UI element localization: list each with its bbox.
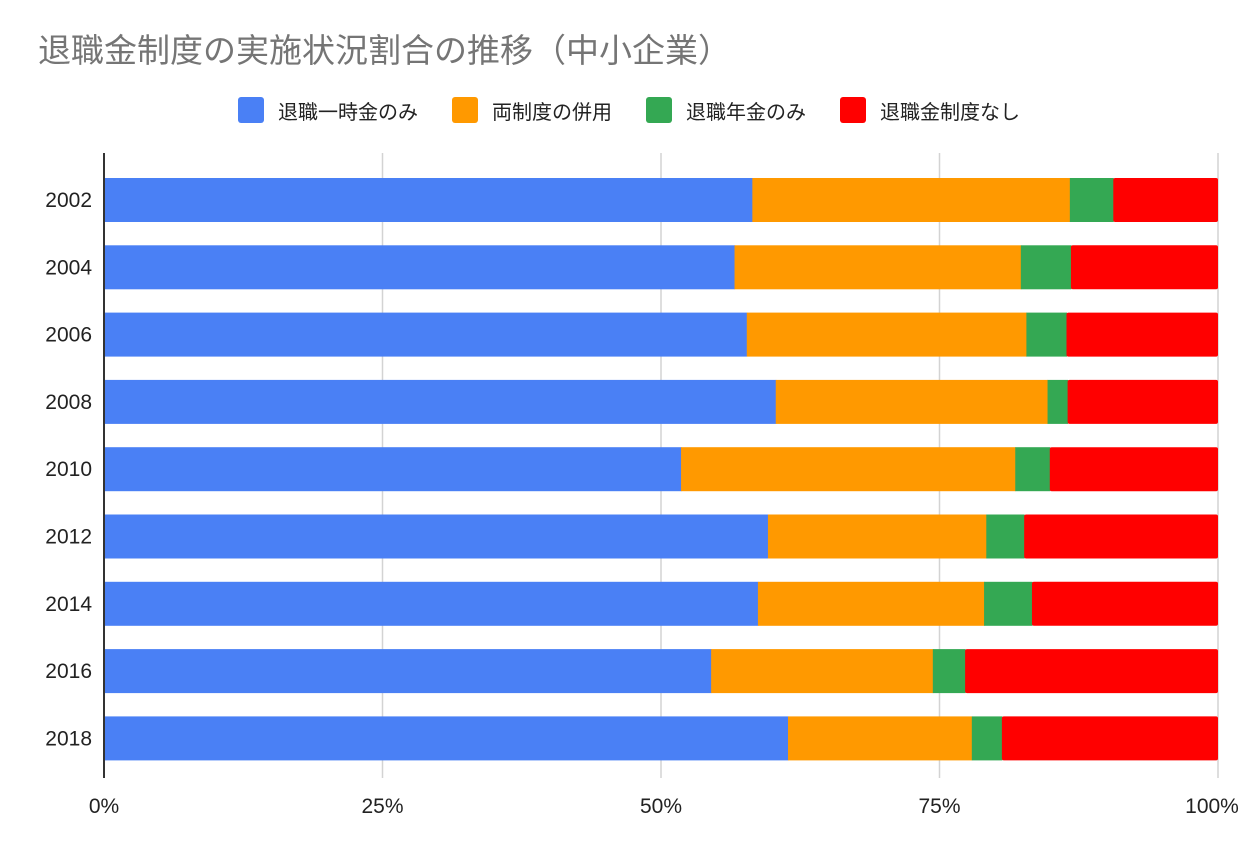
bar-segment bbox=[1049, 447, 1218, 492]
bar-segment bbox=[932, 649, 966, 694]
bar-segment bbox=[775, 379, 1049, 424]
bar-segment bbox=[965, 649, 1218, 694]
y-tick-label: 2016 bbox=[45, 660, 92, 683]
bar-segment bbox=[1015, 447, 1051, 492]
bar-segment bbox=[681, 447, 1016, 492]
y-tick-label: 2008 bbox=[45, 391, 92, 414]
bar-segment bbox=[1024, 514, 1218, 559]
legend-label-none: 退職金制度なし bbox=[880, 99, 1020, 124]
bar-segment bbox=[104, 245, 736, 290]
bar-segment bbox=[734, 245, 1022, 290]
bar-segment bbox=[104, 581, 759, 626]
bar-segment bbox=[971, 716, 1003, 761]
legend-label-pension: 退職年金のみ bbox=[686, 99, 806, 124]
y-tick-label: 2012 bbox=[45, 526, 92, 549]
y-tick-label: 2018 bbox=[45, 727, 92, 750]
y-tick-label: 2002 bbox=[45, 189, 92, 212]
x-tick-label: 25% bbox=[361, 795, 403, 818]
bar-segment bbox=[1066, 312, 1218, 357]
bar-segment bbox=[104, 379, 777, 424]
bar-segment bbox=[104, 178, 753, 222]
bar-segment bbox=[1020, 245, 1072, 290]
legend-item-lump-sum[interactable]: 退職一時金のみ bbox=[238, 96, 418, 125]
legend-label-both: 両制度の併用 bbox=[492, 99, 612, 124]
bar-segment bbox=[752, 178, 1071, 222]
bar-segment bbox=[767, 514, 987, 559]
legend-swatch-pension bbox=[646, 97, 672, 123]
bar-segment bbox=[757, 581, 985, 626]
y-tick-label: 2006 bbox=[45, 324, 92, 347]
legend-swatch-none bbox=[840, 97, 866, 123]
bar-segment bbox=[1001, 716, 1218, 761]
legend-label-lump-sum: 退職一時金のみ bbox=[278, 99, 418, 124]
bar-segment bbox=[711, 649, 934, 694]
bar-segment bbox=[1031, 581, 1218, 626]
legend-item-pension[interactable]: 退職年金のみ bbox=[646, 96, 806, 125]
bar-segment bbox=[1026, 312, 1067, 357]
y-tick-label: 2014 bbox=[45, 593, 92, 616]
bar-segment bbox=[1047, 379, 1069, 424]
bar-segment bbox=[1067, 379, 1218, 424]
x-tick-label: 50% bbox=[640, 795, 682, 818]
y-tick-label: 2010 bbox=[45, 458, 92, 481]
bar-segment bbox=[984, 581, 1033, 626]
bar-segment bbox=[1070, 245, 1218, 290]
x-tick-label: 75% bbox=[918, 795, 960, 818]
legend-swatch-both bbox=[452, 97, 478, 123]
bar-segment bbox=[986, 514, 1025, 559]
bar-segment bbox=[104, 649, 712, 694]
chart-title: 退職金制度の実施状況割合の推移（中小企業） bbox=[38, 31, 731, 70]
legend-swatch-lump-sum bbox=[238, 97, 264, 123]
bar-segment bbox=[104, 514, 769, 559]
bar-segment bbox=[104, 716, 789, 761]
x-tick-label: 0% bbox=[89, 795, 119, 818]
legend-item-both[interactable]: 両制度の併用 bbox=[452, 96, 612, 125]
y-tick-label: 2004 bbox=[45, 256, 92, 279]
bar-segment bbox=[1069, 178, 1114, 222]
legend: 退職一時金のみ 両制度の併用 退職年金のみ 退職金制度なし bbox=[0, 94, 1258, 126]
bar-segment bbox=[746, 312, 1027, 357]
x-tick-label: 100% bbox=[1185, 795, 1239, 818]
legend-item-none[interactable]: 退職金制度なし bbox=[840, 96, 1020, 125]
bar-segment bbox=[1113, 178, 1218, 222]
bar-segment bbox=[787, 716, 973, 761]
bar-segment bbox=[104, 312, 748, 357]
bar-segment bbox=[104, 447, 682, 492]
